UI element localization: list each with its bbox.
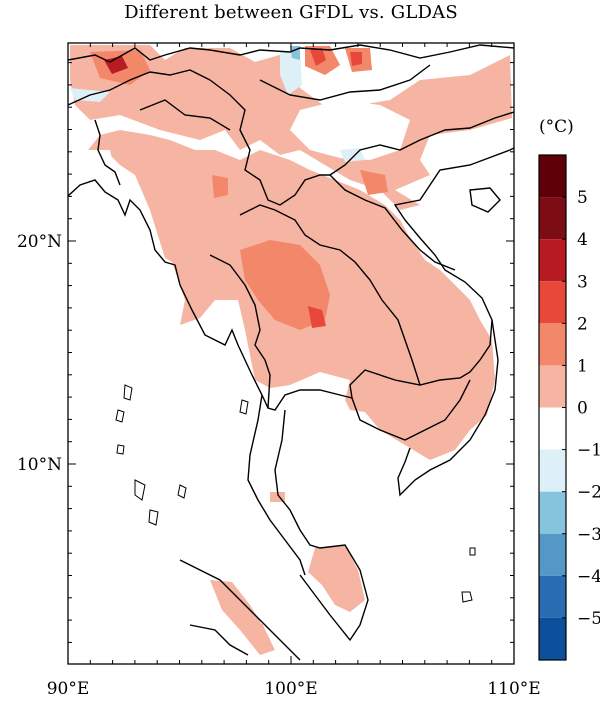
island-5	[177, 484, 187, 499]
coastline-andaman	[247, 394, 306, 576]
border-myanmar-china	[209, 79, 330, 206]
colorbar-swatch	[539, 281, 566, 324]
colorbar: 5 4 3 2 1 0 −1 −2 −3 −4 −5	[538, 154, 600, 661]
colorbar-swatch	[539, 407, 566, 450]
island-7	[461, 591, 473, 603]
border-myanmar-internal	[139, 99, 231, 131]
island-6	[239, 399, 249, 415]
colorbar-tick-label: 5	[577, 188, 588, 208]
x-tick-label-90: 90°E	[47, 679, 90, 699]
coastline-sumatra-south	[189, 624, 249, 656]
anomaly-region-mid-warm-5	[212, 175, 228, 198]
x-tick-label-100: 100°E	[264, 679, 317, 699]
island-8	[116, 444, 125, 455]
colorbar-swatch	[539, 617, 566, 660]
border-laos	[239, 204, 421, 386]
border-cambodia	[351, 379, 471, 441]
border-myanmar-thailand	[209, 254, 271, 409]
border-india-myanmar	[68, 69, 211, 106]
anomaly-region-dark-warm	[104, 56, 128, 74]
temperature-difference-field	[70, 45, 512, 655]
island-hainan	[469, 187, 501, 213]
y-tick-label-10: 10°N	[17, 455, 62, 475]
x-tick-label-110: 110°E	[487, 679, 540, 699]
island-3	[134, 479, 146, 501]
colorbar-tick-label: −5	[577, 609, 600, 629]
coastline-south-vietnam	[397, 319, 499, 497]
colorbar-swatch	[539, 533, 566, 576]
coastal-islands	[115, 384, 476, 603]
anomaly-region-strong-warm-3	[350, 52, 362, 66]
island-9	[469, 547, 476, 556]
y-tick-label-20: 20°N	[17, 232, 62, 252]
colorbar-tick-label: −4	[577, 567, 600, 587]
colorbar-unit-label: (°C)	[539, 117, 574, 137]
anomaly-region-strong-warm-1	[308, 306, 326, 328]
map-title: Different between GFDL vs. GLDAS	[124, 2, 458, 23]
colorbar-tick-label: 3	[577, 272, 588, 292]
anomaly-region-mid-warm-1	[240, 240, 330, 330]
colorbar-tick-label: −3	[577, 525, 600, 545]
anomaly-region-strong-warm-2	[310, 48, 326, 66]
anomaly-region-light-warm	[70, 45, 512, 210]
axis-tick-marks	[67, 43, 515, 664]
coastline-mainland	[68, 147, 514, 411]
border-laos-vietnam	[329, 174, 456, 271]
anomaly-region-light-warm-peninsula	[308, 545, 365, 612]
anomaly-region-neutral-east	[430, 125, 512, 195]
anomaly-region-mid-warm-6	[360, 170, 388, 195]
border-bangladesh	[94, 119, 121, 186]
country-borders	[68, 44, 514, 661]
colorbar-swatch	[539, 155, 566, 198]
colorbar-swatch	[539, 197, 566, 240]
island-2	[115, 409, 125, 423]
colorbar-swatch	[539, 323, 566, 366]
border-china-north	[68, 44, 514, 63]
colorbar-tick-label: 0	[577, 399, 588, 419]
colorbar-tick-label: 1	[577, 356, 588, 376]
border-china-vietnam	[329, 111, 514, 176]
colorbar-swatch	[539, 491, 566, 534]
island-4	[148, 509, 159, 526]
coastline-gulf-of-thailand	[274, 409, 369, 642]
colorbar-swatch	[539, 239, 566, 282]
anomaly-region-cool-light-2	[280, 50, 302, 95]
colorbar-tick-label: −2	[577, 483, 600, 503]
colorbar-swatch	[539, 449, 566, 492]
colorbar-tick-label: 2	[577, 314, 588, 334]
island-1	[123, 384, 133, 401]
anomaly-region-light-warm-sumatra	[210, 580, 275, 655]
colorbar-swatch	[539, 365, 566, 408]
colorbar-tick-label: 4	[577, 230, 588, 250]
colorbar-tick-label: −1	[577, 441, 600, 461]
anomaly-region-neutral-west	[88, 150, 115, 185]
colorbar-swatch	[539, 575, 566, 618]
coastline-sumatra	[179, 559, 301, 661]
border-internal-china	[259, 64, 431, 101]
